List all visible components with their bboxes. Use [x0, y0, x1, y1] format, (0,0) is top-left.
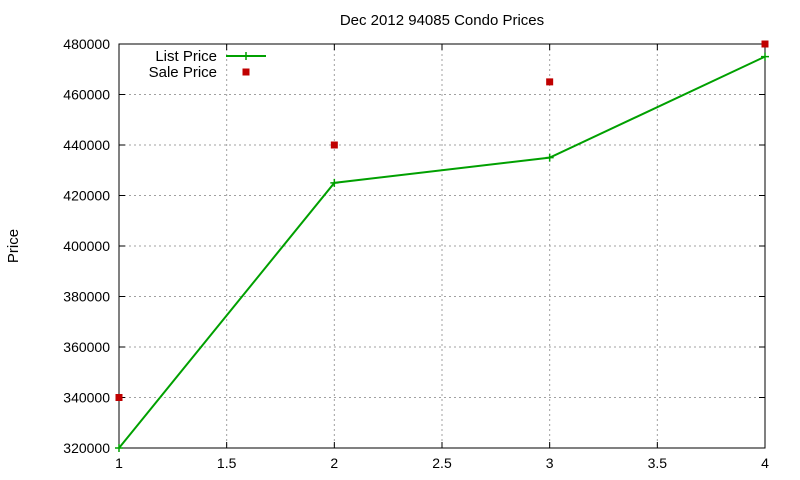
legend-label-list-price: List Price — [155, 48, 217, 65]
x-tick-label: 3.5 — [648, 455, 668, 471]
x-tick-label: 2 — [330, 455, 338, 471]
list-price-point — [115, 444, 123, 452]
sale-price-point — [330, 141, 338, 149]
y-axis-label: Price — [5, 229, 22, 263]
ticks-layer: 1 1.5 2 2.5 3 3.5 4 320000 340000 360000 380000 400… — [63, 36, 769, 471]
sale-price-point — [546, 78, 554, 86]
x-tick-label: 1 — [115, 455, 123, 471]
x-tick-label: 3 — [546, 455, 554, 471]
y-tick-label: 380000 — [63, 289, 110, 305]
legend-label-sale-price: Sale Price — [149, 64, 217, 81]
grid-layer — [119, 44, 765, 448]
y-tick-label: 460000 — [63, 87, 110, 103]
list-price-point — [761, 52, 769, 61]
y-tick-label: 480000 — [63, 36, 110, 52]
chart-title: Dec 2012 94085 Condo Prices — [340, 12, 544, 29]
y-tick-label: 360000 — [63, 339, 110, 355]
y-tick-label: 420000 — [63, 188, 110, 204]
list-price-point — [545, 153, 554, 162]
legend-marker-list-price — [242, 52, 250, 60]
series-line-list-price — [118, 55, 766, 449]
x-tick-label: 4 — [761, 455, 769, 471]
series-layer — [115, 40, 769, 452]
legend-marker-sale-price — [242, 68, 250, 76]
x-tick-label: 1.5 — [217, 455, 237, 471]
y-tick-label: 440000 — [63, 137, 110, 153]
x-tick-label: 2.5 — [432, 455, 452, 471]
y-tick-label: 320000 — [63, 440, 110, 456]
y-tick-label: 400000 — [63, 238, 110, 254]
sale-price-point — [115, 394, 123, 401]
list-price-point — [330, 178, 339, 187]
sale-price-point — [761, 40, 769, 48]
y-tick-label: 340000 — [63, 390, 110, 406]
